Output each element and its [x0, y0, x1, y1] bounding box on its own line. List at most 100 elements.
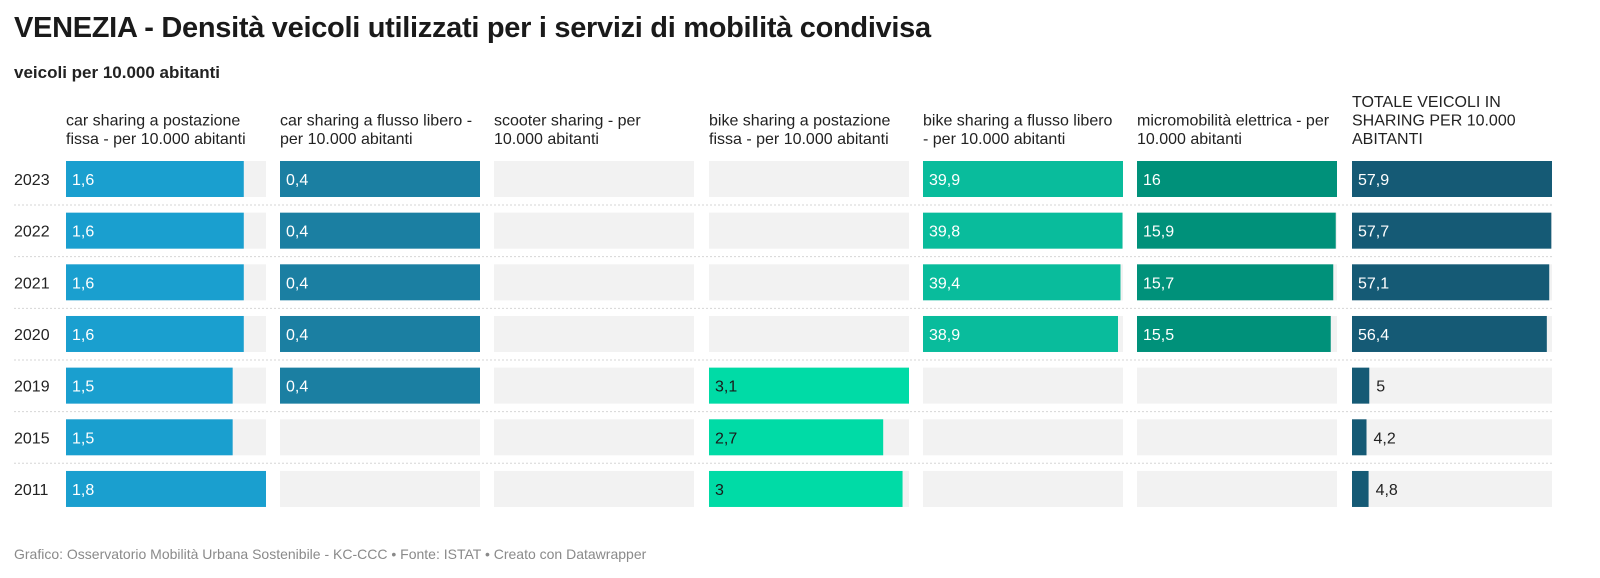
data-label: 2,7 — [715, 430, 737, 447]
bar-background — [1352, 419, 1552, 456]
bar-background — [494, 315, 694, 352]
row-label: 2022 — [14, 224, 50, 241]
bar — [66, 161, 244, 197]
bar — [280, 161, 480, 197]
data-label: 0,4 — [286, 172, 308, 189]
bar-background — [1137, 470, 1337, 507]
bar-background — [494, 212, 694, 249]
bar — [923, 212, 1123, 249]
data-label: 4,8 — [1376, 482, 1398, 499]
data-label: 39,9 — [929, 172, 960, 189]
data-label: 15,7 — [1143, 275, 1174, 292]
column-header: micromobilità elettrica - per 10.000 abit… — [1137, 113, 1330, 149]
bar-background — [1137, 367, 1337, 404]
data-label: 3,1 — [715, 379, 737, 396]
bar — [1137, 161, 1337, 197]
data-label: 0,4 — [286, 224, 308, 241]
bar — [709, 367, 909, 404]
bar — [66, 212, 244, 249]
bar-background — [1352, 470, 1552, 507]
chart-subtitle: veicoli per 10.000 abitanti — [14, 63, 220, 82]
bar — [1352, 419, 1367, 456]
bar — [1352, 212, 1552, 249]
data-label: 57,7 — [1358, 224, 1389, 241]
bar-background — [1137, 419, 1337, 456]
data-label: 5 — [1376, 379, 1385, 396]
bar — [1137, 264, 1334, 301]
bar — [66, 264, 244, 301]
data-label: 1,6 — [72, 275, 94, 292]
bar-background — [494, 161, 694, 197]
bar-background — [709, 212, 909, 249]
data-label: 0,4 — [286, 327, 308, 344]
data-label: 16 — [1143, 172, 1161, 189]
column-header: car sharing a postazione fissa - per 10.0… — [66, 113, 246, 149]
data-label: 15,9 — [1143, 224, 1174, 241]
bar-background — [494, 419, 694, 456]
bar — [1352, 161, 1552, 197]
bar — [1352, 367, 1370, 404]
data-label: 1,5 — [72, 430, 94, 447]
bar-background — [494, 470, 694, 507]
data-label: 1,6 — [72, 327, 94, 344]
bar-background — [923, 470, 1123, 507]
data-label: 1,8 — [72, 482, 94, 499]
data-label: 39,8 — [929, 224, 960, 241]
bar — [1137, 212, 1336, 249]
bar — [709, 470, 903, 507]
data-label: 0,4 — [286, 379, 308, 396]
row-label: 2015 — [14, 430, 50, 447]
bar — [1352, 470, 1369, 507]
data-label: 39,4 — [929, 275, 960, 292]
bar — [66, 470, 266, 507]
column-header: bike sharing a flusso libero - per 10.000… — [923, 113, 1113, 149]
bar-background — [709, 264, 909, 301]
bar — [709, 419, 884, 456]
data-label: 57,1 — [1358, 275, 1389, 292]
data-label: 4,2 — [1374, 430, 1396, 447]
data-label: 1,6 — [72, 172, 94, 189]
column-header: scooter sharing - per 10.000 abitanti — [494, 113, 641, 149]
row-label: 2021 — [14, 275, 50, 292]
data-label: 38,9 — [929, 327, 960, 344]
bar-background — [923, 419, 1123, 456]
bar — [280, 367, 480, 404]
chart-footer: Grafico: Osservatorio Mobilità Urbana So… — [14, 546, 647, 562]
bar-background — [280, 419, 480, 456]
bar-background — [494, 264, 694, 301]
bar — [923, 161, 1123, 197]
bar — [280, 212, 480, 249]
bar — [280, 315, 480, 352]
data-label: 56,4 — [1358, 327, 1389, 344]
bar — [1137, 315, 1331, 352]
column-header: bike sharing a postazione fissa - per 10.… — [709, 113, 891, 149]
data-label: 15,5 — [1143, 327, 1174, 344]
chart-title: VENEZIA - Densità veicoli utilizzati per… — [14, 12, 931, 44]
bar — [66, 367, 233, 404]
bar-background — [494, 367, 694, 404]
bar-background — [1352, 367, 1552, 404]
data-label: 1,5 — [72, 379, 94, 396]
data-label: 3 — [715, 482, 724, 499]
bar-background — [280, 470, 480, 507]
bar — [923, 315, 1118, 352]
column-header: car sharing a flusso libero -per 10.000 … — [280, 113, 472, 149]
bar-background — [709, 315, 909, 352]
bar-background — [709, 161, 909, 197]
row-label: 2023 — [14, 172, 50, 189]
bar — [66, 419, 233, 456]
row-label: 2011 — [14, 482, 49, 499]
bar — [923, 264, 1121, 301]
bar — [1352, 315, 1547, 352]
bar — [280, 264, 480, 301]
data-label: 57,9 — [1358, 172, 1389, 189]
row-label: 2019 — [14, 379, 50, 396]
data-label: 1,6 — [72, 224, 94, 241]
bar-background — [923, 367, 1123, 404]
bar — [66, 315, 244, 352]
bar — [1352, 264, 1550, 301]
data-label: 0,4 — [286, 275, 308, 292]
row-label: 2020 — [14, 327, 50, 344]
column-header: TOTALE VEICOLI IN SHARING PER 10.000 ABITA… — [1352, 94, 1516, 148]
